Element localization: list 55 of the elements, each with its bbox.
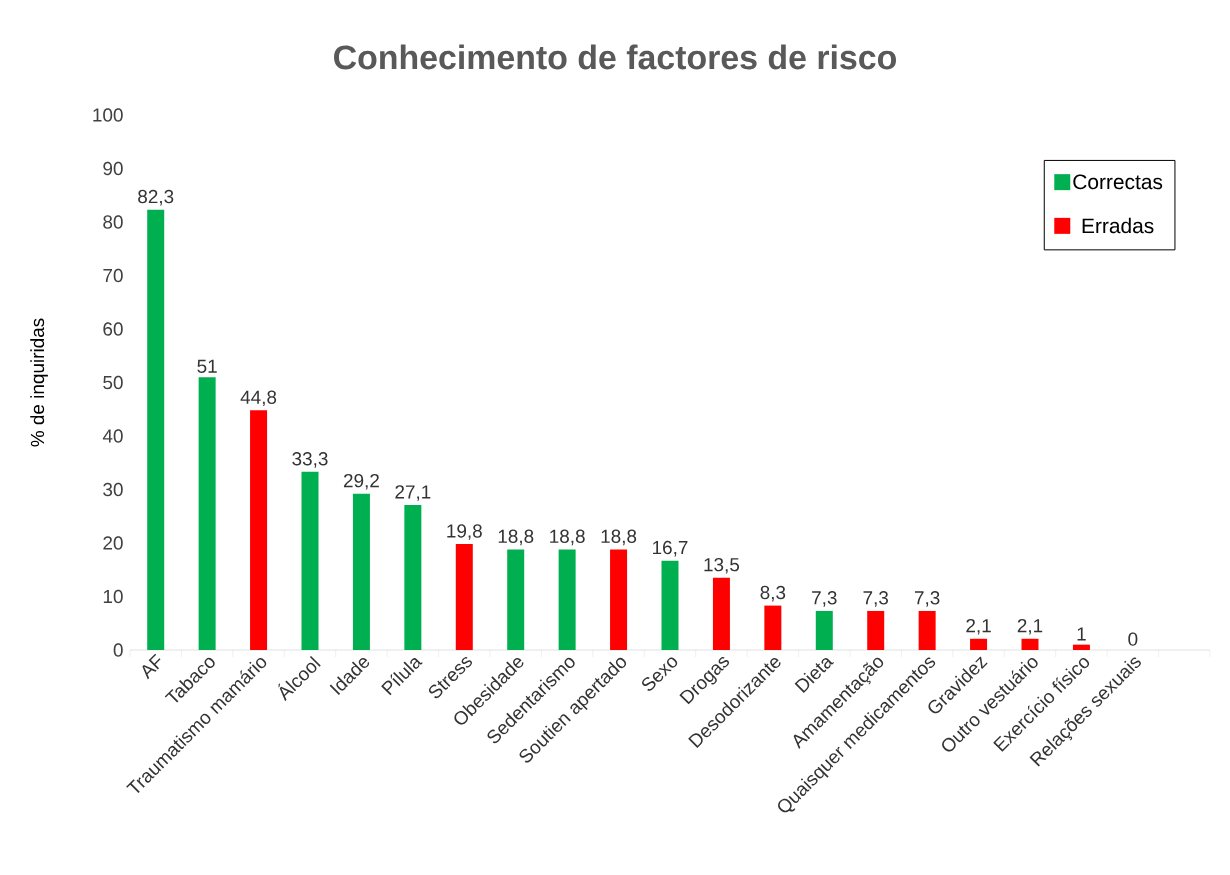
data-label: 7,3 [812, 591, 837, 607]
y-tick-label: 50 [103, 375, 123, 390]
bar [147, 209, 165, 650]
data-label: 29,2 [343, 473, 379, 490]
bar [507, 549, 525, 650]
data-label: 0 [1128, 632, 1138, 646]
y-tick-label: 20 [103, 536, 123, 550]
legend-label: Erradas [1082, 217, 1154, 234]
y-tick-label: 80 [103, 215, 123, 229]
data-label: 1 [1077, 627, 1086, 641]
bar [558, 549, 576, 650]
data-label: 18,8 [601, 529, 637, 546]
legend-label: Correctas [1073, 174, 1163, 190]
y-tick-label: 60 [103, 322, 123, 336]
y-tick-label: 0 [113, 643, 123, 657]
bar [764, 605, 782, 650]
data-label: 44,8 [240, 390, 277, 407]
bar [352, 493, 370, 650]
data-label: 18,8 [550, 529, 585, 546]
bar [970, 638, 988, 650]
data-label: 19,8 [447, 524, 482, 540]
bar [867, 610, 885, 650]
data-label: 8,3 [760, 585, 786, 602]
bar [815, 610, 833, 650]
data-label: 2,1 [966, 618, 991, 635]
data-label: 7,3 [914, 591, 940, 607]
y-tick-label: 40 [102, 429, 123, 443]
data-label: 13,5 [704, 557, 740, 574]
bar [661, 560, 679, 650]
y-tick-label: 100 [93, 108, 123, 122]
y-tick-label: 70 [103, 268, 123, 283]
data-label: 7,3 [863, 591, 889, 607]
data-label: 16,7 [653, 540, 688, 557]
bar [301, 471, 319, 650]
y-tick-label: 90 [103, 161, 123, 176]
bar [610, 549, 628, 650]
y-tick-label: 30 [103, 482, 123, 497]
x-tick-label: AF [142, 653, 161, 680]
bar [250, 410, 268, 650]
y-tick-label: 10 [103, 589, 123, 604]
bar [455, 544, 473, 650]
data-label: 27,1 [395, 485, 431, 501]
bar [198, 377, 216, 650]
bar [712, 577, 730, 650]
chart-title: Conhecimento de factores de risco [334, 44, 896, 70]
y-axis-title: % de inquiridas [30, 318, 48, 447]
data-label: 51 [197, 359, 217, 373]
bar [1021, 638, 1039, 650]
bar [918, 610, 936, 650]
data-label: 18,8 [498, 529, 534, 546]
data-label: 82,3 [138, 189, 174, 206]
data-label: 2,1 [1017, 618, 1043, 635]
bar [1072, 644, 1090, 650]
data-label: 33,3 [292, 452, 328, 468]
bar [404, 505, 422, 650]
